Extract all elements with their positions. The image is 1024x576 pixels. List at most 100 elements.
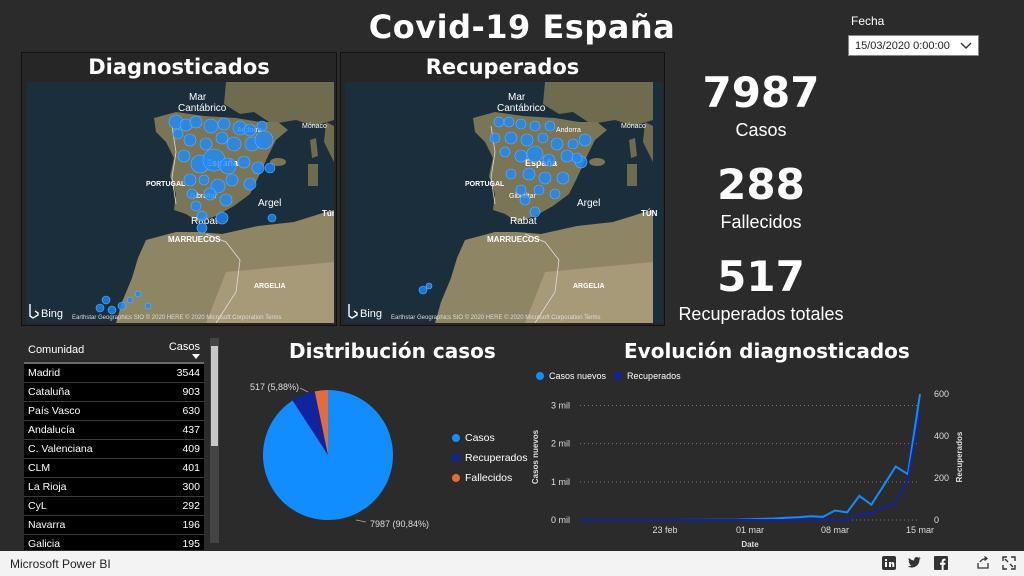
col-header-comunidad[interactable]: Comunidad (28, 344, 85, 356)
table-row[interactable]: CyL 292 (24, 497, 204, 516)
pie-chart[interactable]: 7987 (90,84%) 517 (5,88%) (240, 370, 440, 540)
line-legend-item[interactable]: Recuperados (614, 371, 681, 381)
table-row[interactable]: CLM 401 (24, 459, 204, 478)
map-bubble[interactable] (519, 194, 531, 206)
table-row[interactable]: Cataluña 903 (24, 383, 204, 402)
map-bubble[interactable] (101, 295, 111, 305)
map-bubble[interactable] (522, 167, 536, 181)
map-bubble[interactable] (256, 120, 268, 132)
map-bubble[interactable] (267, 213, 277, 223)
table-row[interactable]: Andalucía 437 (24, 421, 204, 440)
map-bubble[interactable] (251, 161, 265, 175)
map-bubble[interactable] (533, 184, 545, 196)
map-bubble[interactable] (515, 184, 527, 196)
table-row[interactable]: País Vasco 630 (24, 402, 204, 421)
table-row[interactable]: C. Valenciana 409 (24, 440, 204, 459)
map-bubble[interactable] (217, 117, 231, 131)
map-bubble[interactable] (418, 285, 428, 295)
map-bubble[interactable] (196, 210, 208, 222)
map-bubble[interactable] (504, 131, 518, 145)
map-bubble[interactable] (560, 149, 574, 163)
map-bubble[interactable] (556, 171, 570, 185)
map-diagnosticados[interactable]: Diagnosticados MarCantábricoAndorraMónac… (21, 52, 337, 326)
map-bubble[interactable] (203, 187, 217, 201)
map-bubble[interactable] (196, 222, 208, 234)
map-bubble[interactable] (571, 152, 583, 164)
map-bubble[interactable] (254, 130, 274, 150)
map-bubble[interactable] (537, 132, 549, 144)
map-bubble[interactable] (538, 171, 552, 185)
date-slicer-dropdown[interactable]: 15/03/2020 0:00:00 (848, 35, 979, 56)
map-bubble[interactable] (215, 211, 229, 225)
map-bubble[interactable] (183, 173, 197, 187)
table-row[interactable]: La Rioja 300 (24, 478, 204, 497)
map-bubble[interactable] (526, 145, 544, 163)
map-bubble[interactable] (567, 138, 579, 150)
map-bubble[interactable] (198, 174, 210, 186)
map-bubble[interactable] (489, 132, 501, 144)
map-bubble[interactable] (210, 178, 226, 194)
map-bubble[interactable] (520, 133, 534, 147)
map-bubble[interactable] (190, 200, 202, 212)
footer-brand[interactable]: Microsoft Power BI (10, 557, 111, 571)
map-bubble[interactable] (529, 206, 541, 218)
map-bubble[interactable] (514, 149, 528, 163)
map-bubble[interactable] (126, 296, 134, 304)
map-bubble[interactable] (515, 118, 527, 130)
pie-legend-item[interactable]: Fallecidos (452, 472, 527, 484)
map-bubble[interactable] (542, 153, 556, 167)
map-bubble[interactable] (144, 302, 152, 310)
linkedin-icon[interactable] (882, 556, 896, 570)
map-bubble[interactable] (544, 120, 556, 132)
share-icon[interactable] (976, 556, 990, 570)
map-bubble[interactable] (578, 133, 592, 147)
series-line-recuperados[interactable] (580, 411, 921, 521)
map-bubble[interactable] (117, 301, 127, 311)
map-bubble[interactable] (503, 116, 515, 128)
pie-slice-fallecidos[interactable] (314, 390, 328, 455)
table-scrollbar[interactable] (210, 338, 219, 543)
map-bubble[interactable] (243, 123, 257, 137)
pie-legend-item[interactable]: Casos (452, 432, 527, 444)
map-bubble[interactable] (183, 133, 197, 147)
map-bubble[interactable] (549, 188, 561, 200)
pie-legend-item[interactable]: Recuperados (452, 452, 527, 464)
pie-slice-recuperados[interactable] (292, 391, 328, 455)
map-bubble[interactable] (550, 137, 564, 151)
map-bubble[interactable] (215, 131, 229, 145)
map-canvas[interactable]: MarCantábricoAndorraMónacoPORTUGALGibral… (26, 82, 334, 323)
map-bubble[interactable] (177, 149, 191, 163)
comunidad-table[interactable]: Comunidad Casos Madrid 3544 Cataluña 903 Paí… (24, 338, 204, 550)
series-line-casos-nuevos[interactable] (580, 393, 921, 521)
line-chart[interactable]: 0 mil 1 mil 2 mil 3 mil 0 200 400 600 23 feb 01 m… (528, 384, 980, 550)
map-bubble[interactable] (243, 177, 257, 191)
map-bubble[interactable] (264, 162, 276, 174)
map-bubble[interactable] (219, 157, 237, 175)
fullscreen-icon[interactable] (1002, 556, 1016, 570)
map-bubble[interactable] (225, 173, 239, 187)
map-bubble[interactable] (505, 168, 517, 180)
map-bubble[interactable] (425, 282, 433, 290)
map-bubble[interactable] (493, 116, 505, 128)
table-row[interactable]: Navarra 196 (24, 516, 204, 535)
map-bubble[interactable] (226, 136, 242, 152)
table-row[interactable]: Madrid 3544 (24, 364, 204, 383)
map-bubble[interactable] (172, 128, 184, 140)
map-bubble[interactable] (499, 146, 511, 158)
map-bubble[interactable] (189, 115, 203, 129)
scrollbar-thumb[interactable] (211, 346, 218, 446)
map-recuperados[interactable]: Recuperados Mar Cantábrico Andorra Mónaco PO… (340, 52, 665, 326)
map-bubble[interactable] (107, 305, 117, 315)
map-bubble[interactable] (95, 303, 105, 313)
map-bubble[interactable] (199, 137, 213, 151)
map-bubble[interactable] (203, 118, 219, 134)
twitter-icon[interactable] (908, 556, 922, 570)
facebook-icon[interactable] (934, 556, 948, 570)
map-bubble[interactable] (134, 290, 142, 298)
line-legend-item[interactable]: Casos nuevos (536, 371, 606, 381)
table-row[interactable]: Galicia 195 (24, 535, 204, 550)
col-header-casos[interactable]: Casos (169, 341, 200, 359)
map-bubble[interactable] (529, 120, 541, 132)
map-canvas[interactable]: MarCantábricoAndorraMónacoPORTUGALGibral… (345, 82, 663, 323)
map-bubble[interactable] (219, 193, 233, 207)
